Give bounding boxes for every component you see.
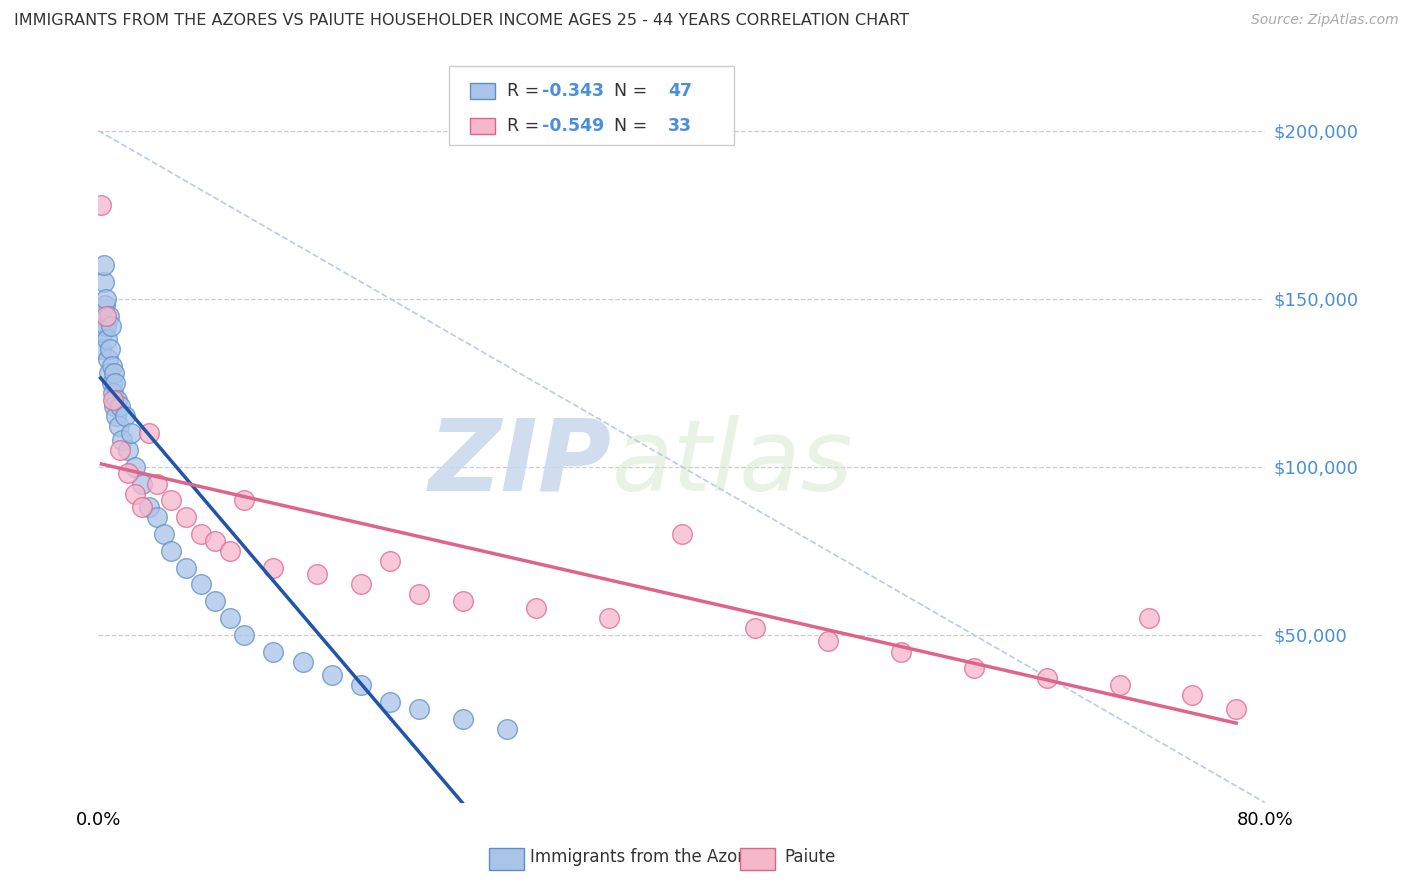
Point	[233, 628, 256, 642]
Text: -0.549: -0.549	[541, 117, 605, 135]
Point	[744, 621, 766, 635]
Point	[98, 342, 121, 356]
Point	[380, 695, 402, 709]
Text: 47: 47	[668, 82, 692, 100]
Point	[124, 486, 146, 500]
Point	[101, 392, 124, 407]
Point	[496, 722, 519, 736]
Point	[350, 678, 373, 692]
FancyBboxPatch shape	[470, 83, 495, 99]
Point	[94, 298, 117, 312]
Point	[91, 326, 114, 340]
Text: Paiute: Paiute	[785, 848, 837, 866]
Point	[101, 359, 124, 373]
Point	[97, 352, 120, 367]
Point	[1035, 672, 1057, 686]
Point	[124, 459, 146, 474]
Point	[190, 527, 212, 541]
Point	[131, 500, 153, 514]
Point	[408, 702, 430, 716]
FancyBboxPatch shape	[741, 848, 775, 870]
Point	[160, 543, 183, 558]
Point	[90, 309, 112, 323]
Text: Immigrants from the Azores: Immigrants from the Azores	[530, 848, 763, 866]
Point	[93, 258, 115, 272]
Point	[101, 385, 124, 400]
Point	[671, 527, 693, 541]
Point	[817, 634, 839, 648]
Point	[105, 392, 128, 407]
Point	[138, 500, 160, 514]
Point	[263, 560, 285, 574]
Point	[204, 594, 226, 608]
Point	[160, 493, 183, 508]
FancyBboxPatch shape	[449, 66, 734, 145]
Point	[96, 292, 118, 306]
Point	[1225, 702, 1247, 716]
Point	[114, 409, 136, 424]
Point	[890, 644, 912, 658]
Point	[100, 376, 122, 390]
FancyBboxPatch shape	[489, 848, 524, 870]
Point	[408, 587, 430, 601]
Point	[218, 611, 240, 625]
Point	[451, 712, 474, 726]
Point	[111, 433, 134, 447]
Point	[174, 560, 197, 574]
Point	[1137, 611, 1160, 625]
Point	[350, 577, 373, 591]
Point	[90, 197, 112, 211]
Point	[117, 467, 139, 481]
Point	[96, 332, 118, 346]
Text: 33: 33	[668, 117, 692, 135]
Text: ZIP: ZIP	[429, 415, 612, 512]
Point	[94, 318, 117, 333]
Point	[598, 611, 620, 625]
Point	[98, 366, 121, 380]
Point	[962, 661, 984, 675]
Point	[153, 527, 176, 541]
Point	[97, 309, 120, 323]
Point	[93, 275, 115, 289]
Point	[94, 309, 117, 323]
Point	[174, 510, 197, 524]
Text: R =: R =	[508, 117, 544, 135]
Point	[263, 644, 285, 658]
Point	[90, 342, 112, 356]
Point	[146, 510, 169, 524]
Point	[524, 600, 547, 615]
Point	[104, 376, 127, 390]
Point	[138, 426, 160, 441]
Point	[110, 399, 132, 413]
Point	[104, 409, 127, 424]
Text: N =: N =	[603, 82, 652, 100]
Text: IMMIGRANTS FROM THE AZORES VS PAIUTE HOUSEHOLDER INCOME AGES 25 - 44 YEARS CORRE: IMMIGRANTS FROM THE AZORES VS PAIUTE HOU…	[14, 13, 910, 29]
Point	[100, 318, 122, 333]
Point	[321, 668, 343, 682]
Point	[117, 442, 139, 457]
Point	[110, 442, 132, 457]
Point	[108, 419, 131, 434]
Text: atlas: atlas	[612, 415, 853, 512]
Point	[291, 655, 314, 669]
Point	[190, 577, 212, 591]
Text: R =: R =	[508, 82, 544, 100]
Point	[103, 399, 125, 413]
Text: N =: N =	[603, 117, 652, 135]
Point	[146, 476, 169, 491]
Point	[103, 366, 125, 380]
Text: Source: ZipAtlas.com: Source: ZipAtlas.com	[1251, 13, 1399, 28]
Text: -0.343: -0.343	[541, 82, 603, 100]
Point	[120, 426, 142, 441]
Point	[307, 567, 329, 582]
Point	[1181, 688, 1204, 702]
Point	[380, 554, 402, 568]
Point	[451, 594, 474, 608]
Point	[233, 493, 256, 508]
Point	[1108, 678, 1130, 692]
Point	[218, 543, 240, 558]
Point	[204, 533, 226, 548]
Point	[131, 476, 153, 491]
FancyBboxPatch shape	[470, 118, 495, 134]
